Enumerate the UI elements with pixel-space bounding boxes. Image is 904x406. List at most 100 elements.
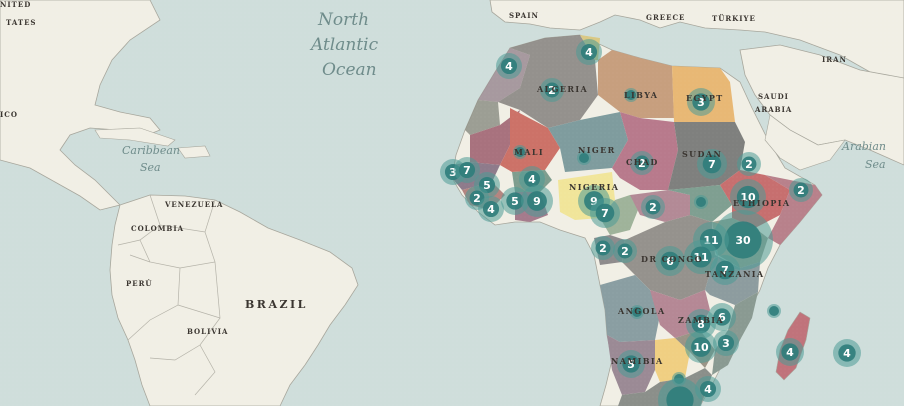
cluster-core	[515, 147, 525, 157]
cluster-sudan[interactable]: 7	[697, 149, 727, 179]
cluster-cameroon[interactable]: 7	[590, 198, 620, 228]
cluster-count: 4	[704, 383, 712, 396]
cluster-count: 2	[638, 157, 646, 170]
cluster-core	[523, 170, 541, 188]
cluster-core	[458, 161, 476, 179]
cluster-ethiopia[interactable]: 10	[730, 179, 766, 215]
label-arabian-1: Arabian	[841, 140, 886, 153]
label-algeria: ALGERIA	[536, 84, 588, 94]
cluster-south-sudan[interactable]	[694, 195, 708, 209]
label-north-atlantic-2: Atlantic	[309, 35, 379, 55]
label-egypt: EGYPT	[686, 93, 724, 103]
cluster-core	[527, 191, 547, 211]
label-sudan: SUDAN	[682, 149, 722, 159]
cluster-niger[interactable]	[577, 151, 591, 165]
label-mexico: ICO	[0, 110, 18, 119]
cluster-count: 4	[505, 60, 513, 73]
label-greece: GREECE	[646, 13, 685, 22]
cluster-core	[617, 243, 633, 259]
label-caribbean-2: Sea	[140, 161, 161, 174]
cluster-eritrea[interactable]: 2	[737, 152, 761, 176]
cluster-zimbabwe[interactable]: 10	[685, 331, 717, 363]
cluster-egypt[interactable]: 3	[687, 88, 715, 116]
label-venezuela: VENEZUELA	[164, 200, 223, 209]
cluster-core	[595, 203, 615, 223]
label-namibia: NAMIBIA	[611, 356, 664, 366]
cluster-mozambique[interactable]: 3	[713, 330, 739, 356]
cluster-count: 30	[735, 234, 751, 247]
cluster-count: 2	[797, 184, 805, 197]
cluster-core	[741, 156, 757, 172]
cluster-count: 2	[548, 84, 556, 97]
label-north-atlantic-3: Ocean	[322, 60, 377, 80]
cluster-core	[632, 307, 642, 317]
cluster-core	[622, 355, 640, 373]
cluster-count: 9	[533, 195, 541, 208]
cluster-core	[769, 306, 779, 316]
cluster-car[interactable]: 2	[641, 195, 665, 219]
cluster-zambia[interactable]: 8	[686, 309, 716, 339]
cluster-count: 9	[590, 195, 598, 208]
cluster-count: 3	[697, 96, 705, 109]
label-nigeria: NIGERIA	[569, 182, 619, 192]
label-mali: MALI	[514, 147, 544, 157]
label-turkiye: TÜRKIYE	[712, 14, 756, 23]
cluster-core	[838, 344, 856, 362]
label-zambia: ZAMBIA	[678, 315, 724, 325]
cluster-kenya-big[interactable]: 30	[713, 210, 773, 270]
cluster-congo[interactable]: 2	[613, 239, 637, 263]
cluster-liberia[interactable]: 4	[478, 196, 504, 222]
cluster-core	[717, 334, 735, 352]
cluster-ghana-a[interactable]: 5	[501, 187, 529, 215]
cluster-core	[691, 314, 711, 334]
cluster-count: 6	[666, 255, 674, 268]
cluster-madagascar[interactable]: 4	[776, 338, 804, 366]
cluster-gabon[interactable]: 2	[591, 236, 615, 260]
cluster-count: 3	[449, 166, 457, 179]
cluster-somalia-n[interactable]: 2	[789, 178, 813, 202]
cluster-count: 6	[718, 311, 726, 324]
cluster-core	[736, 185, 760, 209]
cluster-core	[634, 155, 650, 171]
cluster-mali[interactable]	[513, 145, 527, 159]
cluster-count: 4	[843, 347, 851, 360]
cluster-angola[interactable]	[630, 305, 644, 319]
cluster-ghana-b[interactable]: 9	[521, 185, 553, 217]
label-bolivia: BOLIVIA	[187, 327, 228, 336]
cluster-mauritius[interactable]: 4	[833, 339, 861, 367]
cluster-seychelles[interactable]	[767, 304, 781, 318]
cluster-core	[506, 192, 524, 210]
cluster-namibia[interactable]: 5	[617, 350, 645, 378]
cluster-core	[666, 386, 694, 406]
label-niger: NIGER	[578, 145, 616, 155]
cluster-count: 7	[721, 264, 729, 277]
cluster-senegal-b[interactable]: 7	[454, 157, 480, 183]
label-caribbean-1: Caribbean	[122, 144, 180, 157]
cluster-count: 2	[599, 242, 607, 255]
cluster-core	[645, 199, 661, 215]
cluster-libya[interactable]	[624, 88, 638, 102]
cluster-tunisia[interactable]: 4	[576, 39, 602, 65]
cluster-count: 4	[528, 173, 536, 186]
cluster-tanzania[interactable]: 7	[710, 255, 740, 285]
cluster-count: 2	[649, 201, 657, 214]
cluster-core	[691, 337, 711, 357]
cluster-count: 7	[708, 158, 716, 171]
cluster-core	[579, 153, 589, 163]
label-saudi-arabia-2: ARABIA	[754, 105, 792, 114]
label-united-states-1: NITED	[0, 0, 31, 9]
label-colombia: COLOMBIA	[131, 224, 184, 233]
label-tanzania: TANZANIA	[705, 269, 765, 279]
cluster-algeria[interactable]: 2	[540, 78, 564, 102]
cluster-rwanda[interactable]: 11	[684, 240, 718, 274]
cluster-core	[781, 343, 799, 361]
label-spain: SPAIN	[509, 11, 539, 20]
cluster-chad[interactable]: 2	[630, 151, 654, 175]
cluster-south-africa[interactable]	[658, 378, 702, 406]
label-arabian-2: Sea	[865, 158, 886, 171]
cluster-count: 2	[621, 245, 629, 258]
cluster-drc[interactable]: 6	[655, 246, 685, 276]
cluster-morocco[interactable]: 4	[496, 53, 522, 79]
